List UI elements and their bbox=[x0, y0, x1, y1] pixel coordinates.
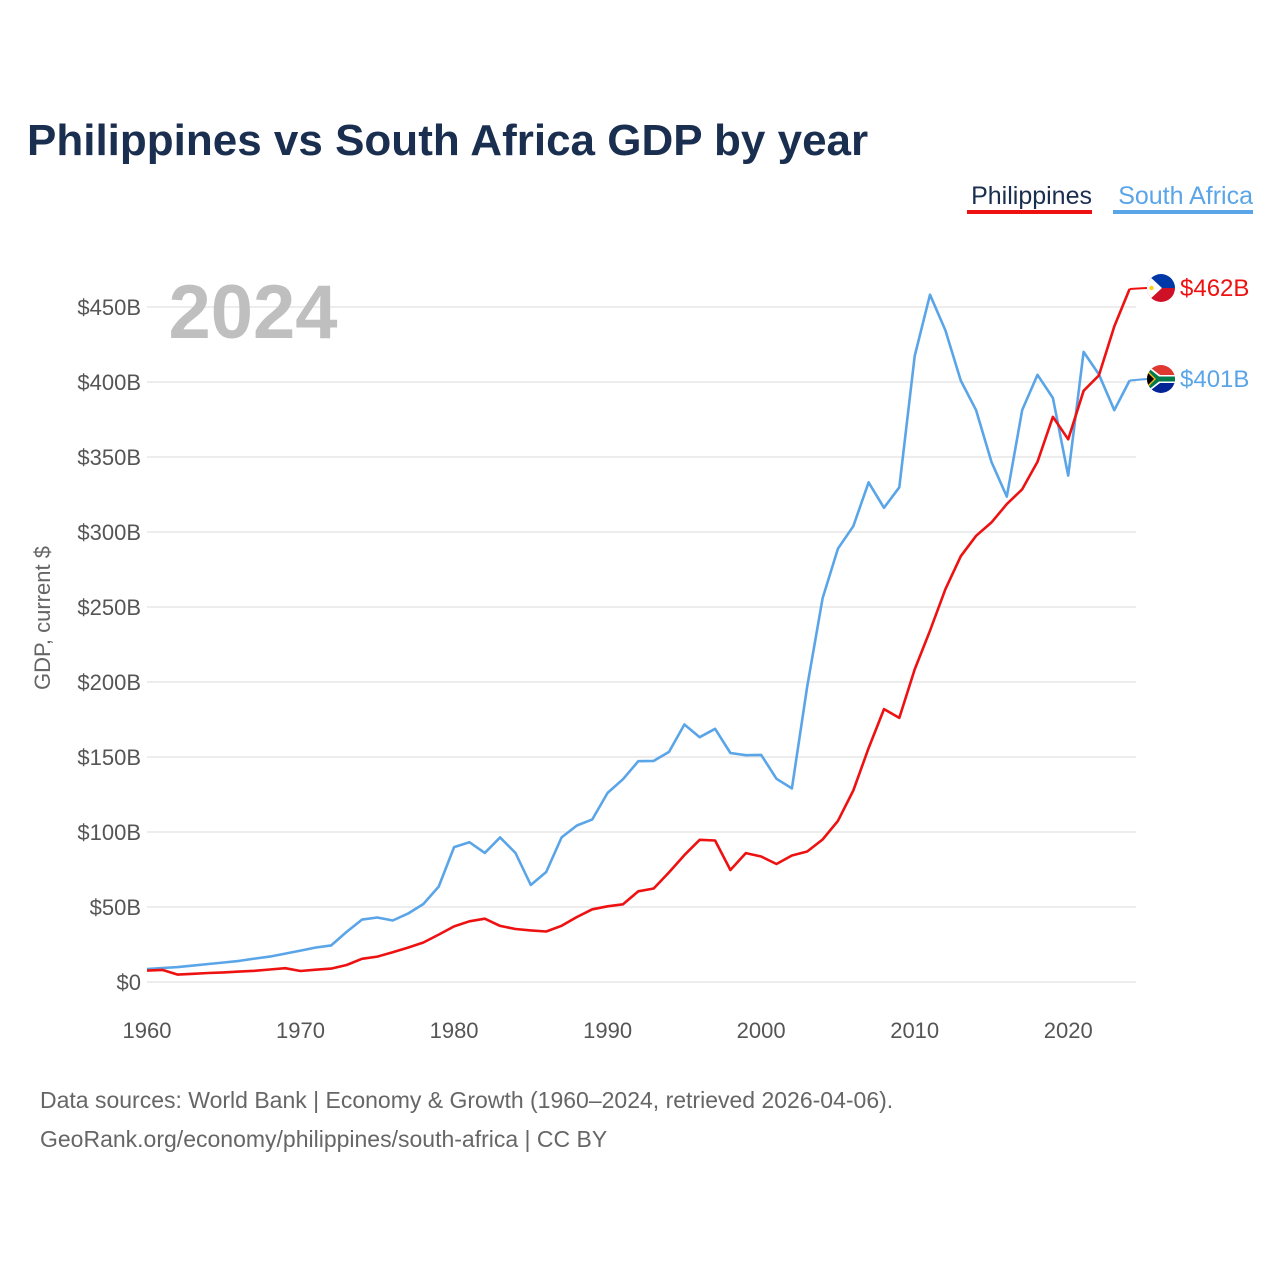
legend: Philippines South Africa bbox=[967, 182, 1253, 214]
source-line-2[interactable]: GeoRank.org/economy/philippines/south-af… bbox=[40, 1126, 607, 1152]
end-connector-south-africa bbox=[1129, 378, 1148, 382]
y-axis-title: GDP, current $ bbox=[30, 546, 55, 690]
x-tick-label: 1970 bbox=[276, 1018, 325, 1043]
current-year-label: 2024 bbox=[168, 270, 337, 355]
series-lines bbox=[146, 288, 1131, 976]
source-line-1: Data sources: World Bank | Economy & Gro… bbox=[40, 1087, 893, 1113]
philippines-flag bbox=[1147, 274, 1175, 302]
y-tick-label: $200B bbox=[77, 670, 141, 695]
y-tick-label: $250B bbox=[77, 595, 141, 620]
y-tick-label: $150B bbox=[77, 745, 141, 770]
y-tick-label: $100B bbox=[77, 820, 141, 845]
x-tick-label: 2010 bbox=[890, 1018, 939, 1043]
x-tick-label: 1990 bbox=[583, 1018, 632, 1043]
x-tick-label: 2000 bbox=[737, 1018, 786, 1043]
y-tick-label: $350B bbox=[77, 445, 141, 470]
series-line-philippines[interactable] bbox=[146, 288, 1131, 976]
y-axis: $0 $50B $100B $150B $200B $250B $300B $350B $400… bbox=[77, 295, 141, 995]
end-labels: $462B $401B bbox=[1129, 274, 1249, 393]
series-line-south-africa[interactable] bbox=[146, 293, 1131, 971]
x-axis: 1960 1970 1980 1990 2000 2010 2020 bbox=[123, 1018, 1093, 1043]
x-tick-label: 1960 bbox=[123, 1018, 172, 1043]
end-value-label-south-africa: $401B bbox=[1180, 366, 1249, 393]
legend-item-south-africa[interactable]: South Africa bbox=[1118, 182, 1253, 210]
y-tick-label: $400B bbox=[77, 370, 141, 395]
y-tick-label: $50B bbox=[90, 895, 141, 920]
x-tick-label: 1980 bbox=[430, 1018, 479, 1043]
x-tick-label: 2020 bbox=[1044, 1018, 1093, 1043]
y-tick-label: $300B bbox=[77, 520, 141, 545]
y-tick-label: $450B bbox=[77, 295, 141, 320]
y-tick-label: $0 bbox=[117, 970, 141, 995]
chart-title: Philippines vs South Africa GDP by year bbox=[27, 116, 868, 165]
end-connector-philippines bbox=[1129, 287, 1148, 290]
end-value-label-philippines: $462B bbox=[1180, 275, 1249, 302]
gridlines bbox=[147, 306, 1136, 983]
legend-item-philippines[interactable]: Philippines bbox=[971, 182, 1092, 210]
south-africa-flag bbox=[1147, 365, 1175, 393]
